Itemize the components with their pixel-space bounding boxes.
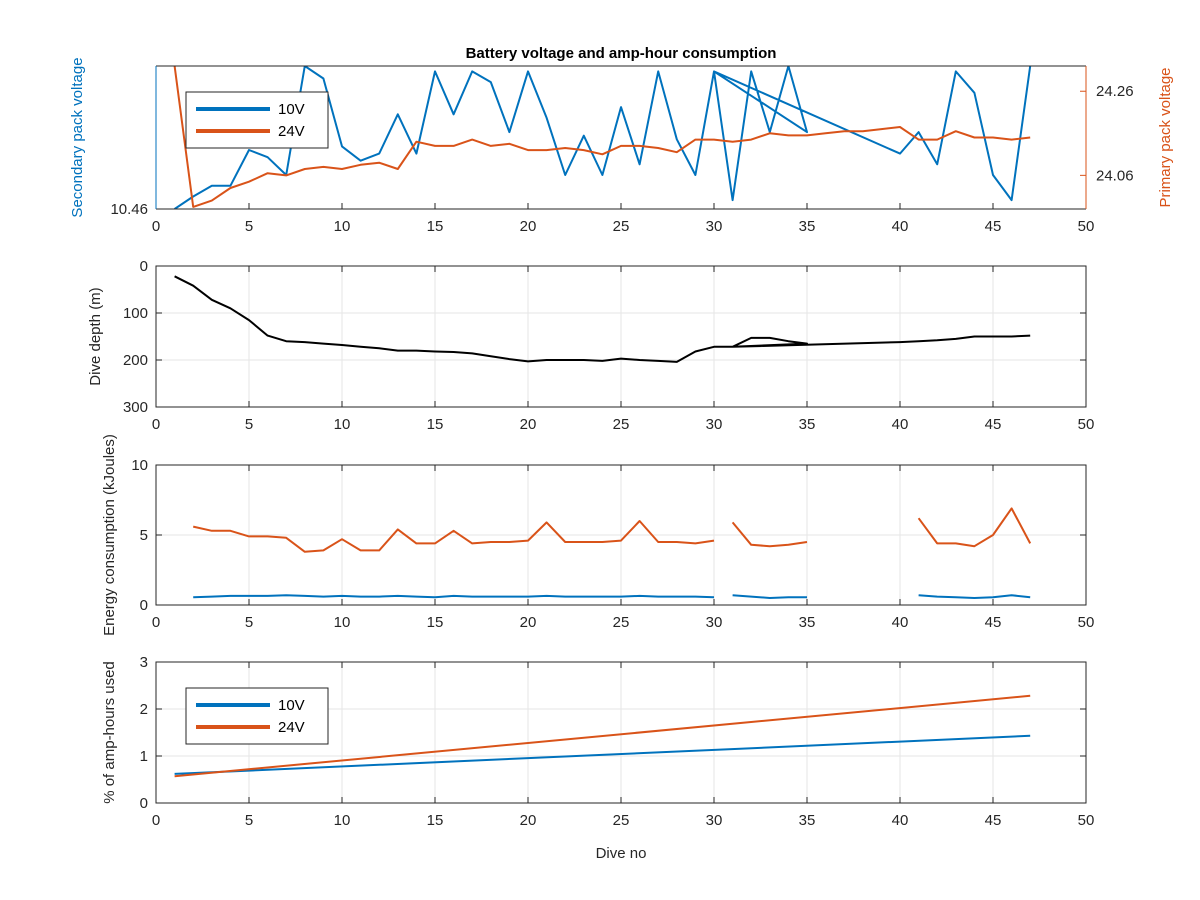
y2-tick-label: 24.06 [1096,167,1134,184]
x-tick-label: 30 [706,416,723,433]
x-tick-label: 20 [520,218,537,235]
x-tick-label: 15 [427,812,444,829]
subplot-2: 0 5 10 15 20 25 30 35 40 45 50 0 100 200 300 Dive depth… [87,258,1094,433]
x-tick-label: 5 [245,218,253,235]
x-tick-label: 40 [892,416,909,433]
legend-entry-label: 24V [278,123,305,140]
x-tick-label: 50 [1078,416,1095,433]
x-tick-label: 50 [1078,218,1095,235]
axis-box [155,464,1087,606]
x-tick-label: 0 [152,614,160,631]
x-tick-label: 45 [985,218,1002,235]
x-axis-label: Dive no [596,845,647,862]
series-2-segment-3 [917,507,1032,548]
series-line-10V [174,734,1031,775]
series-2-segment-1 [192,520,715,553]
subplot-3: 0 5 10 15 20 25 30 35 40 45 50 0 5 10 Energy consumpti… [101,434,1094,636]
x-tick-label: 0 [152,218,160,235]
series-2-segment-2 [731,521,808,548]
y-tick-label: 0 [140,597,148,614]
y-tick-label: 2 [140,701,148,718]
series-1-segment-2 [732,594,807,599]
series-lines [192,507,1032,599]
axis-box [155,265,1087,408]
y-axis-label: % of amp-hours used [101,661,118,804]
x-tick-label: 25 [613,416,630,433]
y-tick-label: 10.46 [110,201,148,218]
x-tick-label: 0 [152,812,160,829]
x-tick-label: 15 [427,614,444,631]
legend-entry-label: 24V [278,719,305,736]
y-tick-label: 0 [140,258,148,275]
x-tick-label: 35 [799,218,816,235]
x-tick-label: 40 [892,614,909,631]
x-tick-label: 10 [334,614,351,631]
legend-box [185,91,329,149]
y-tick-label: 10 [131,457,148,474]
x-tick-label: 5 [245,416,253,433]
x-tick-label: 5 [245,614,253,631]
x-tick-label: 45 [985,614,1002,631]
x-tick-label: 45 [985,812,1002,829]
subplots: 0 5 10 15 20 25 30 35 40 45 5010.4624.0624.26Secon… [69,57,1174,862]
series-line-10V [174,66,1032,209]
series-lines [174,694,1031,778]
y-tick-label: 5 [140,527,148,544]
x-tick-label: 15 [427,218,444,235]
x-tick-label: 30 [706,812,723,829]
figure-title: Battery voltage and amp-hour consumption [466,45,777,62]
x-tick-label: 30 [706,614,723,631]
y-axis-label: Secondary pack voltage [69,57,86,217]
series-line-1 [174,275,1031,363]
x-tick-label: 35 [799,416,816,433]
x-tick-label: 20 [520,812,537,829]
x-tick-label: 40 [892,812,909,829]
x-tick-label: 45 [985,416,1002,433]
x-tick-label: 10 [334,416,351,433]
series-1-segment-1 [193,594,715,599]
y-tick-label: 200 [123,352,148,369]
x-tick-label: 30 [706,218,723,235]
x-tick-label: 20 [520,416,537,433]
y2-tick-label: 24.26 [1096,83,1134,100]
x-tick-label: 50 [1078,614,1095,631]
legend-entry-label: 10V [278,101,305,118]
x-tick-label: 25 [613,218,630,235]
subplot-1: 0 5 10 15 20 25 30 35 40 45 50 10.46 24.06 24.26 Secon… [69,57,1174,235]
axis-box [155,661,1087,804]
y-tick-label: 0 [140,795,148,812]
y-axis-label: Energy consumption (kJoules) [101,434,118,636]
y-tick-label: 300 [123,399,148,416]
y-axis-label: Dive depth (m) [87,287,104,385]
legend-box [185,687,329,745]
x-tick-label: 20 [520,614,537,631]
x-tick-label: 10 [334,218,351,235]
x-tick-label: 15 [427,416,444,433]
y-tick-label: 3 [140,654,148,671]
legend-entry-label: 10V [278,697,305,714]
y-tick-label: 1 [140,748,148,765]
x-tick-label: 25 [613,614,630,631]
series-line-24V [174,694,1031,778]
subplot-4: 0 5 10 15 20 25 30 35 40 45 50 0 1 2 3 % of amp-hours u… [101,654,1094,862]
x-tick-label: 0 [152,416,160,433]
x-tick-label: 50 [1078,812,1095,829]
series-1-segment-3 [918,594,1031,599]
x-tick-label: 35 [799,812,816,829]
series-lines [174,275,1031,363]
series-lines [173,66,1032,209]
x-tick-label: 25 [613,812,630,829]
x-tick-label: 5 [245,812,253,829]
x-tick-label: 40 [892,218,909,235]
series-line-24V [173,66,1031,208]
x-tick-label: 35 [799,614,816,631]
y-tick-label: 100 [123,305,148,322]
x-tick-label: 10 [334,812,351,829]
y2-axis-label: Primary pack voltage [1157,67,1174,207]
